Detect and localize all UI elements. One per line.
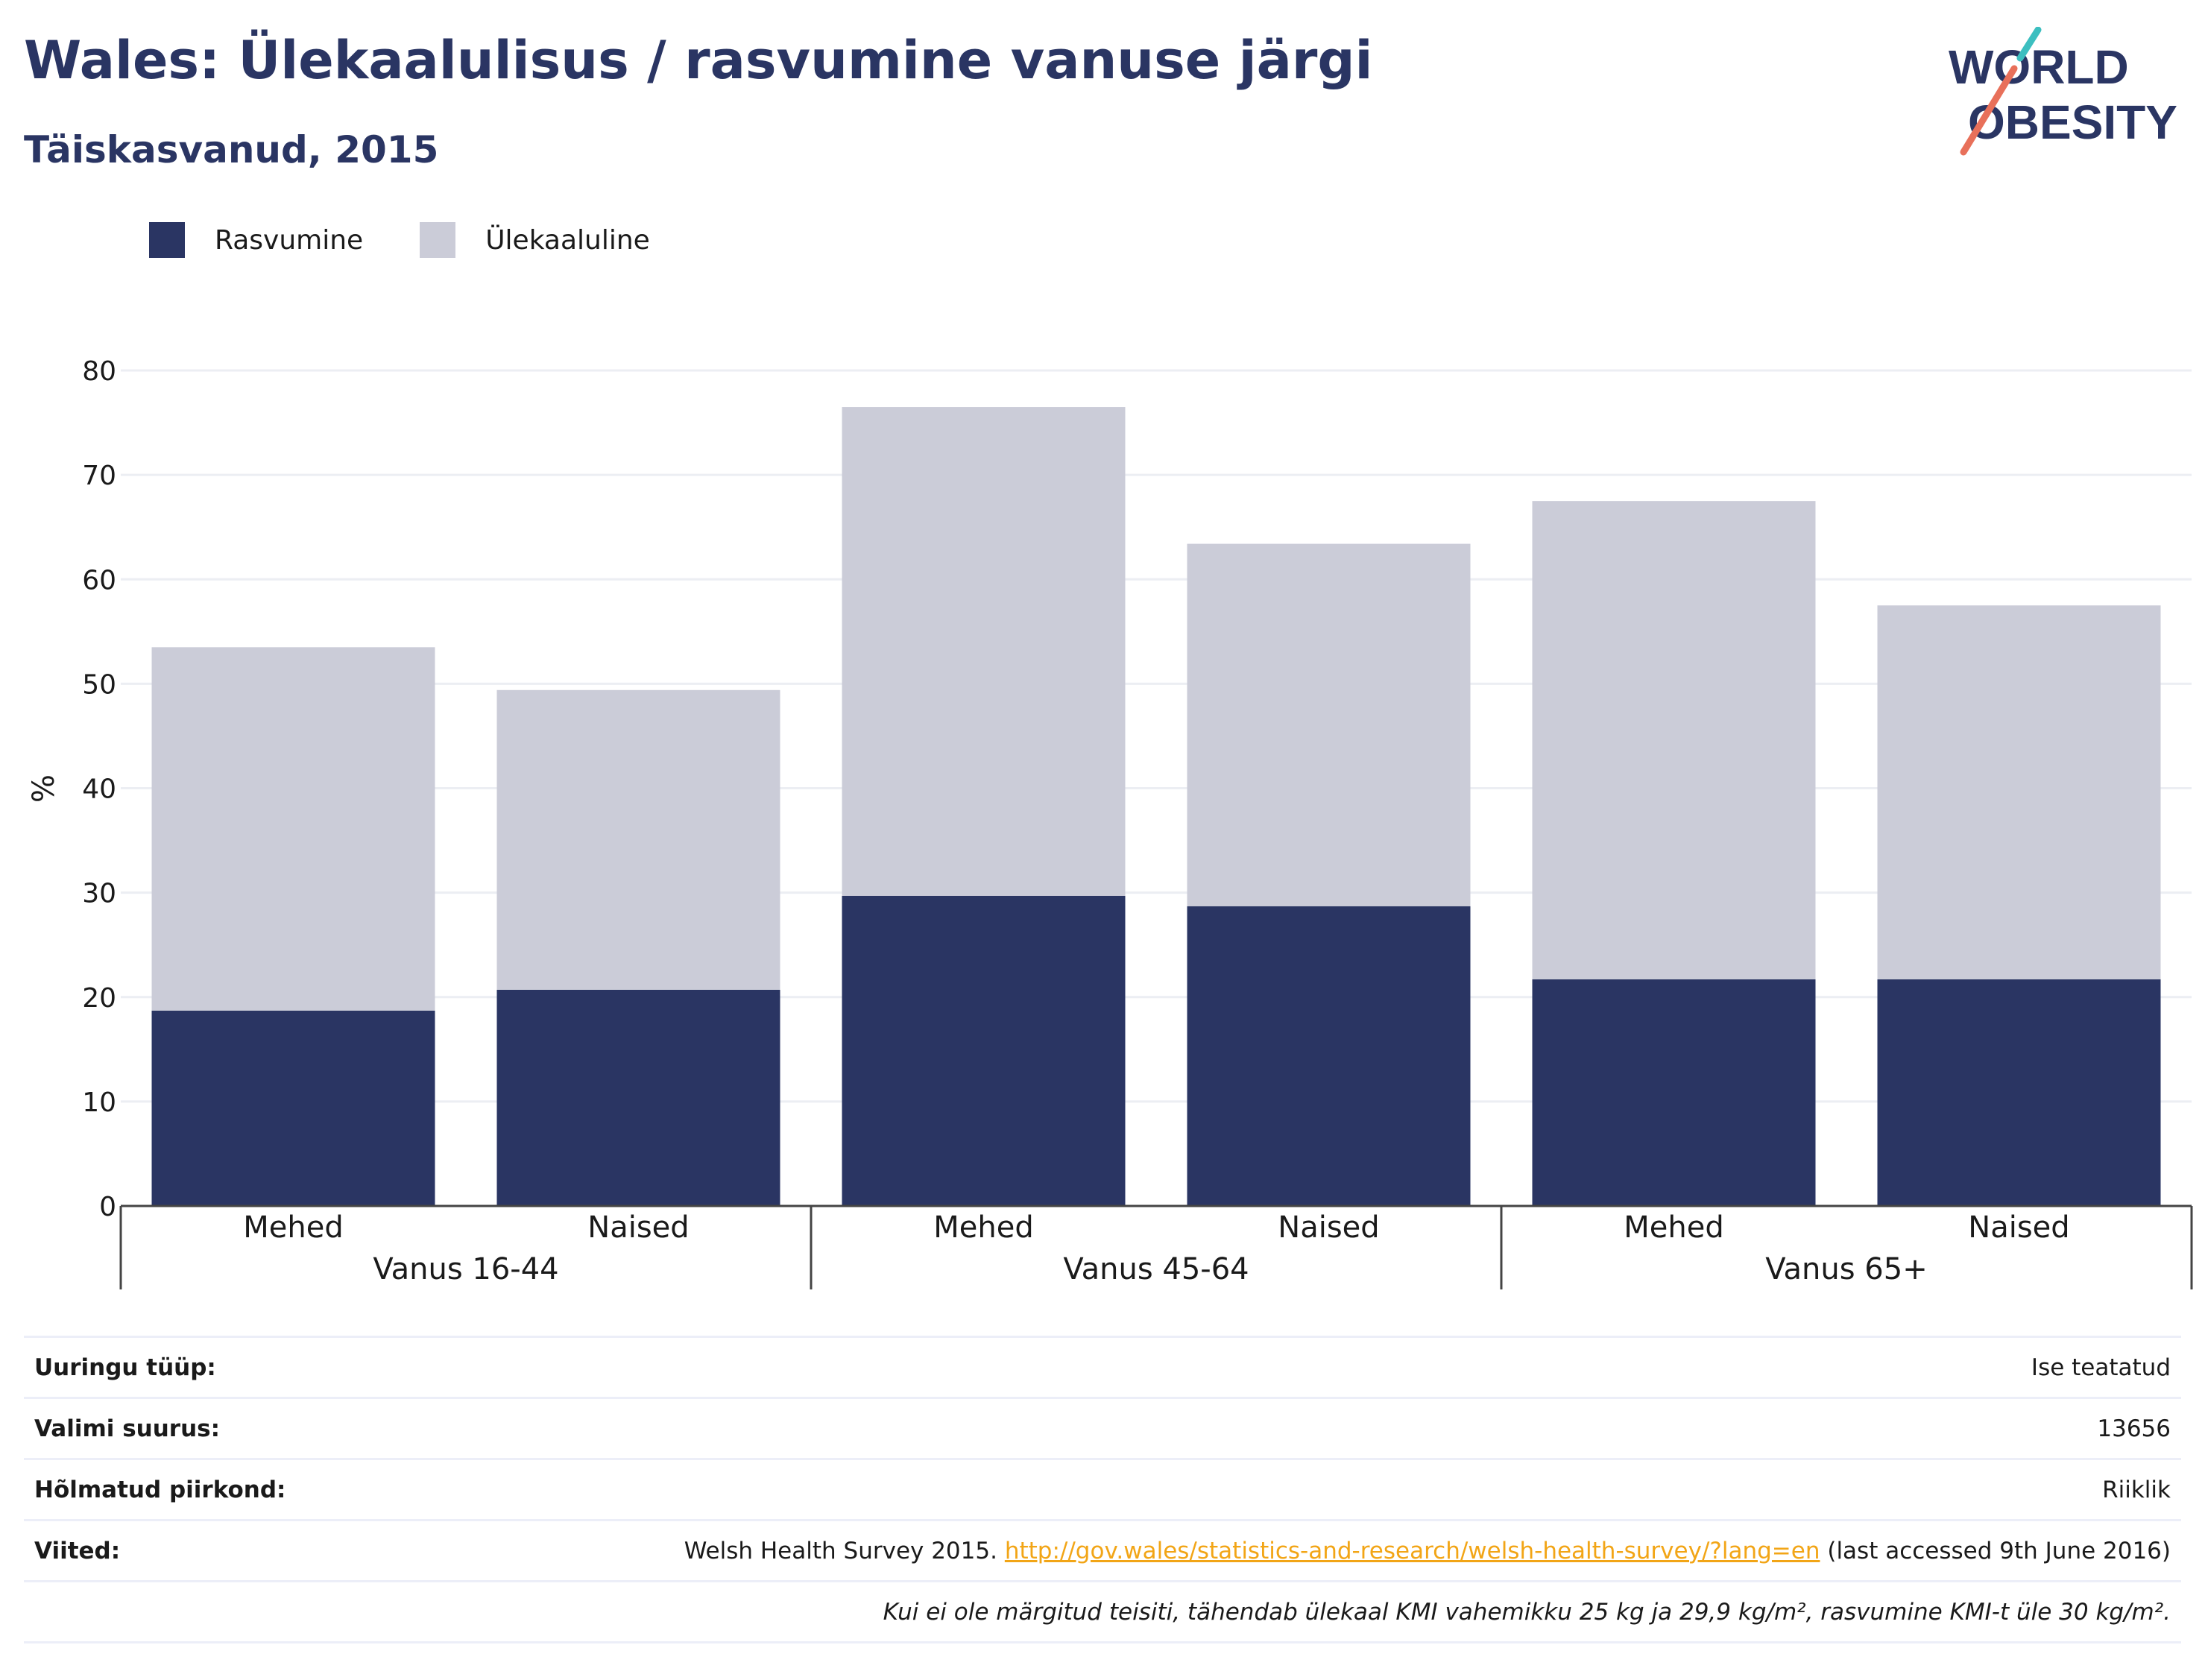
meta-value-area: Riiklik (2102, 1476, 2171, 1503)
y-tick-label: 10 (82, 1087, 116, 1118)
bar-overweight (1877, 605, 2161, 979)
x-category-label: Naised (1968, 1210, 2069, 1245)
meta-row-survey-type: Uuringu tüüp: Ise teatatud (24, 1338, 2181, 1399)
y-tick-label: 0 (99, 1192, 116, 1222)
y-axis-label: % (27, 774, 61, 803)
bar-obesity (1187, 906, 1471, 1206)
svg-text:OBESITY: OBESITY (1968, 95, 2177, 149)
y-tick-label: 80 (82, 356, 116, 387)
y-tick-label: 70 (82, 461, 116, 491)
reference-link[interactable]: http://gov.wales/statistics-and-research… (1004, 1537, 1820, 1564)
legend-item-obesity: Rasvumine (149, 222, 363, 258)
bar-obesity (842, 895, 1126, 1206)
bar-obesity (151, 1010, 435, 1206)
meta-key-survey-type: Uuringu tüüp: (34, 1354, 216, 1381)
meta-row-sample-size: Valimi suurus: 13656 (24, 1399, 2181, 1460)
meta-value-sample-size: 13656 (2097, 1415, 2171, 1442)
x-category-label: Mehed (933, 1210, 1033, 1245)
meta-value-survey-type: Ise teatatud (2031, 1354, 2171, 1381)
legend-swatch-overweight (420, 222, 456, 258)
meta-key-references: Viited: (34, 1537, 121, 1564)
bar-overweight (842, 407, 1126, 896)
legend-item-overweight: Ülekaaluline (420, 222, 650, 258)
meta-key-sample-size: Valimi suurus: (34, 1415, 220, 1442)
x-group-label: Vanus 45-64 (1063, 1252, 1249, 1286)
bar-obesity (1877, 979, 2161, 1206)
meta-key-area: Hõlmatud piirkond: (34, 1476, 286, 1503)
x-category-label: Naised (1278, 1210, 1379, 1245)
legend-label-obesity: Rasvumine (215, 224, 364, 256)
chart-title: Wales: Ülekaalulisus / rasvumine vanuse … (24, 30, 1373, 91)
x-group-label: Vanus 65+ (1765, 1252, 1927, 1286)
y-tick-label: 40 (82, 774, 116, 805)
meta-row-references: Viited: Welsh Health Survey 2015. http:/… (24, 1521, 2181, 1582)
legend-swatch-obesity (149, 222, 185, 258)
x-group-label: Vanus 16-44 (373, 1252, 558, 1286)
x-category-label: Mehed (243, 1210, 343, 1245)
world-obesity-logo: WORLD OBESITY (1949, 27, 2177, 156)
bar-obesity (1532, 979, 1816, 1206)
chart-legend: Rasvumine Ülekaaluline (149, 222, 707, 258)
meta-row-area: Hõlmatud piirkond: Riiklik (24, 1460, 2181, 1521)
y-tick-label: 60 (82, 565, 116, 596)
meta-row-footnote: Kui ei ole märgitud teisiti, tähendab ül… (24, 1582, 2181, 1643)
chart-subtitle: Täiskasvanud, 2015 (24, 128, 439, 171)
footnote-text: Kui ei ole märgitud teisiti, tähendab ül… (883, 1598, 2171, 1626)
reference-text: Welsh Health Survey 2015. (684, 1537, 997, 1564)
bar-overweight (1532, 501, 1816, 979)
bar-obesity (496, 989, 780, 1206)
reference-accessed: (last accessed 9th June 2016) (1827, 1537, 2171, 1564)
x-category-label: Naised (587, 1210, 689, 1245)
y-tick-label: 30 (82, 879, 116, 909)
legend-label-overweight: Ülekaaluline (485, 224, 650, 256)
bar-overweight (496, 689, 780, 990)
meta-value-references: Welsh Health Survey 2015. http://gov.wal… (684, 1538, 2171, 1564)
y-tick-label: 50 (82, 669, 116, 700)
bar-overweight (1187, 543, 1471, 906)
svg-text:WORLD: WORLD (1949, 40, 2129, 94)
metadata-table: Uuringu tüüp: Ise teatatud Valimi suurus… (24, 1336, 2181, 1643)
bar-overweight (151, 647, 435, 1011)
y-tick-label: 20 (82, 983, 116, 1014)
x-category-label: Mehed (1624, 1210, 1723, 1245)
bar-chart: 0 10 20 30 40 50 60 70 80% Mehed Naised Mehed Naised… (27, 356, 2193, 1289)
